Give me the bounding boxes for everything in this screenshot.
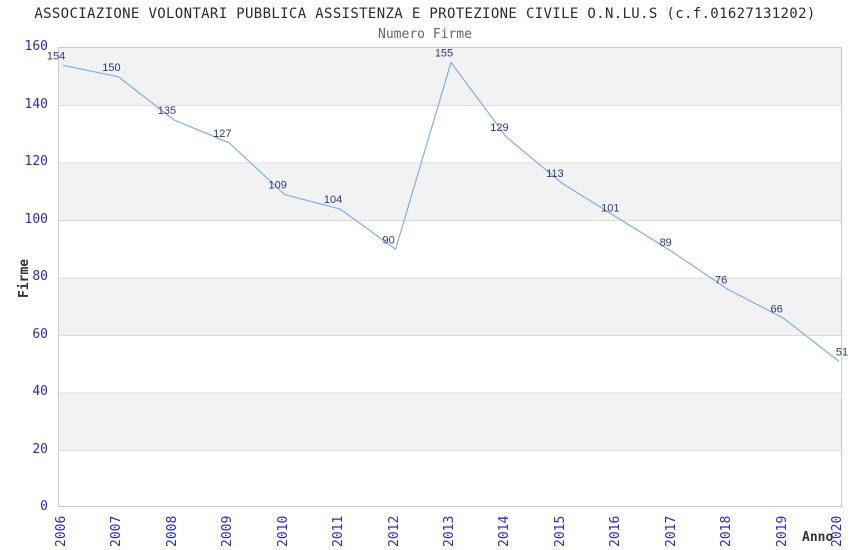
x-tick-label: 2009 bbox=[220, 515, 236, 547]
data-label: 109 bbox=[269, 180, 287, 192]
x-tick-label: 2013 bbox=[442, 515, 457, 547]
data-label: 129 bbox=[490, 122, 508, 134]
y-tick-label: 0 bbox=[40, 499, 48, 514]
x-tick-label: 2015 bbox=[552, 515, 568, 547]
x-tick-label: 2012 bbox=[386, 515, 402, 547]
y-tick-label: 100 bbox=[24, 211, 48, 227]
x-tick-label: 2016 bbox=[608, 515, 624, 547]
plot-area: 154 150 135 127 109 104 90 155 129 113 101 89 76 66 51 bbox=[47, 47, 848, 507]
data-label: 90 bbox=[382, 234, 394, 246]
data-label: 154 bbox=[47, 50, 65, 62]
data-label: 150 bbox=[102, 62, 120, 74]
x-tick-label: 2010 bbox=[275, 515, 291, 547]
y-tick-label: 140 bbox=[24, 96, 48, 112]
series-line bbox=[62, 61, 840, 362]
data-label: 66 bbox=[770, 303, 782, 315]
data-label: 104 bbox=[324, 194, 342, 206]
x-axis-title: Anno bbox=[802, 530, 834, 545]
y-tick-label: 40 bbox=[32, 384, 48, 399]
data-label: 155 bbox=[435, 47, 453, 59]
y-axis-title: Firme bbox=[17, 258, 32, 298]
x-tick-label: 2006 bbox=[54, 515, 69, 547]
x-tick-label: 2018 bbox=[719, 515, 735, 547]
data-label: 76 bbox=[715, 275, 727, 287]
data-label: 101 bbox=[601, 203, 619, 215]
x-tick-label: 2008 bbox=[164, 515, 180, 547]
x-tick-label: 2017 bbox=[663, 515, 679, 547]
data-label: 113 bbox=[546, 168, 564, 180]
x-tick-label: 2011 bbox=[331, 515, 347, 547]
line-series-svg: 154 150 135 127 109 104 90 155 129 113 101 89 76 66 51 bbox=[47, 47, 848, 451]
data-label: 135 bbox=[158, 105, 176, 117]
x-tick-label: 2007 bbox=[109, 515, 125, 547]
data-label: 51 bbox=[836, 346, 848, 358]
y-tick-label: 120 bbox=[24, 154, 48, 169]
x-tick-label: 2019 bbox=[774, 515, 790, 547]
y-tick-label: 80 bbox=[32, 269, 48, 284]
data-label: 89 bbox=[660, 237, 672, 249]
x-tick-label: 2014 bbox=[497, 515, 513, 547]
y-tick-label: 20 bbox=[32, 441, 48, 457]
data-label: 127 bbox=[213, 128, 231, 140]
y-tick-label: 60 bbox=[32, 326, 48, 342]
y-tick-label: 160 bbox=[24, 39, 48, 54]
chart-subtitle: Numero Firme bbox=[378, 27, 472, 42]
chart-title: ASSOCIAZIONE VOLONTARI PUBBLICA ASSISTEN… bbox=[34, 6, 816, 22]
